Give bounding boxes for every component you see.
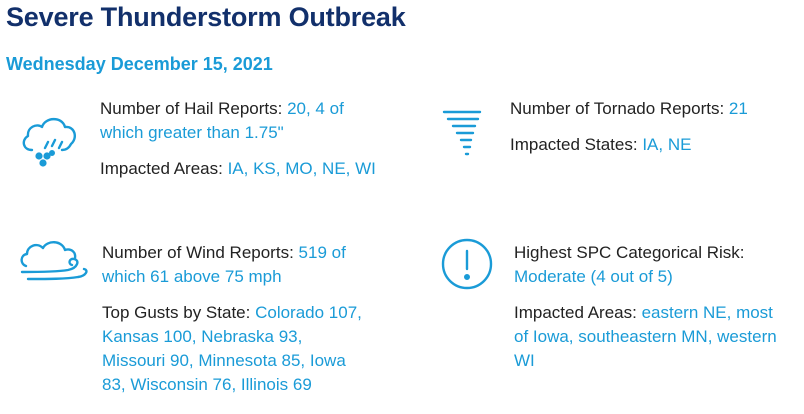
wind-gusts: Top Gusts by State: Colorado 107, Kansas…: [102, 301, 364, 397]
wind-section: Number of Wind Reports: 519 of which 61 …: [102, 241, 364, 409]
risk-areas: Impacted Areas: eastern NE, most of Iowa…: [514, 301, 790, 373]
tornado-reports-label: Number of Tornado Reports:: [510, 99, 725, 118]
wind-reports-value: 519 of which 61 above 75 mph: [102, 243, 346, 286]
date-subtitle: Wednesday December 15, 2021: [6, 54, 273, 74]
tornado-states: Impacted States: IA, NE: [510, 133, 800, 157]
tornado-reports: Number of Tornado Reports: 21: [510, 97, 800, 121]
hail-reports-label: Number of Hail Reports:: [100, 99, 283, 118]
hail-areas-label: Impacted Areas:: [100, 159, 223, 178]
wind-gusts-value: Colorado 107, Kansas 100, Nebraska 93, M…: [102, 303, 362, 394]
hail-cloud-icon: [18, 112, 80, 170]
tornado-states-value: IA, NE: [642, 135, 692, 154]
risk-label: Highest SPC Categorical Risk:: [514, 243, 745, 262]
tornado-reports-value: 21: [728, 99, 748, 118]
wind-cloud-icon: [18, 238, 92, 284]
risk-value: Moderate (4 out of 5): [514, 267, 673, 286]
wind-reports-label: Number of Wind Reports:: [102, 243, 294, 262]
hail-reports-value: 20, 4 of which greater than 1.75": [100, 99, 344, 142]
risk-areas-value: eastern NE, most of Iowa, southeastern M…: [514, 303, 777, 370]
risk-section: Highest SPC Categorical Risk: Moderate (…: [514, 241, 790, 385]
hail-areas: Impacted Areas: IA, KS, MO, NE, WI: [100, 157, 390, 181]
tornado-section: Number of Tornado Reports: 21 Impacted S…: [510, 97, 800, 169]
tornado-states-label: Impacted States:: [510, 135, 638, 154]
exclamation-circle-icon: [440, 237, 494, 291]
risk-level: Highest SPC Categorical Risk: Moderate (…: [514, 241, 790, 289]
page-title: Severe Thunderstorm Outbreak: [6, 2, 406, 32]
risk-areas-label: Impacted Areas:: [514, 303, 637, 322]
wind-reports: Number of Wind Reports: 519 of which 61 …: [102, 241, 364, 289]
tornado-icon: [440, 106, 486, 160]
hail-reports: Number of Hail Reports: 20, 4 of which g…: [100, 97, 390, 145]
hail-section: Number of Hail Reports: 20, 4 of which g…: [100, 97, 390, 193]
wind-gusts-label: Top Gusts by State:: [102, 303, 251, 322]
hail-areas-value: IA, KS, MO, NE, WI: [227, 159, 376, 178]
